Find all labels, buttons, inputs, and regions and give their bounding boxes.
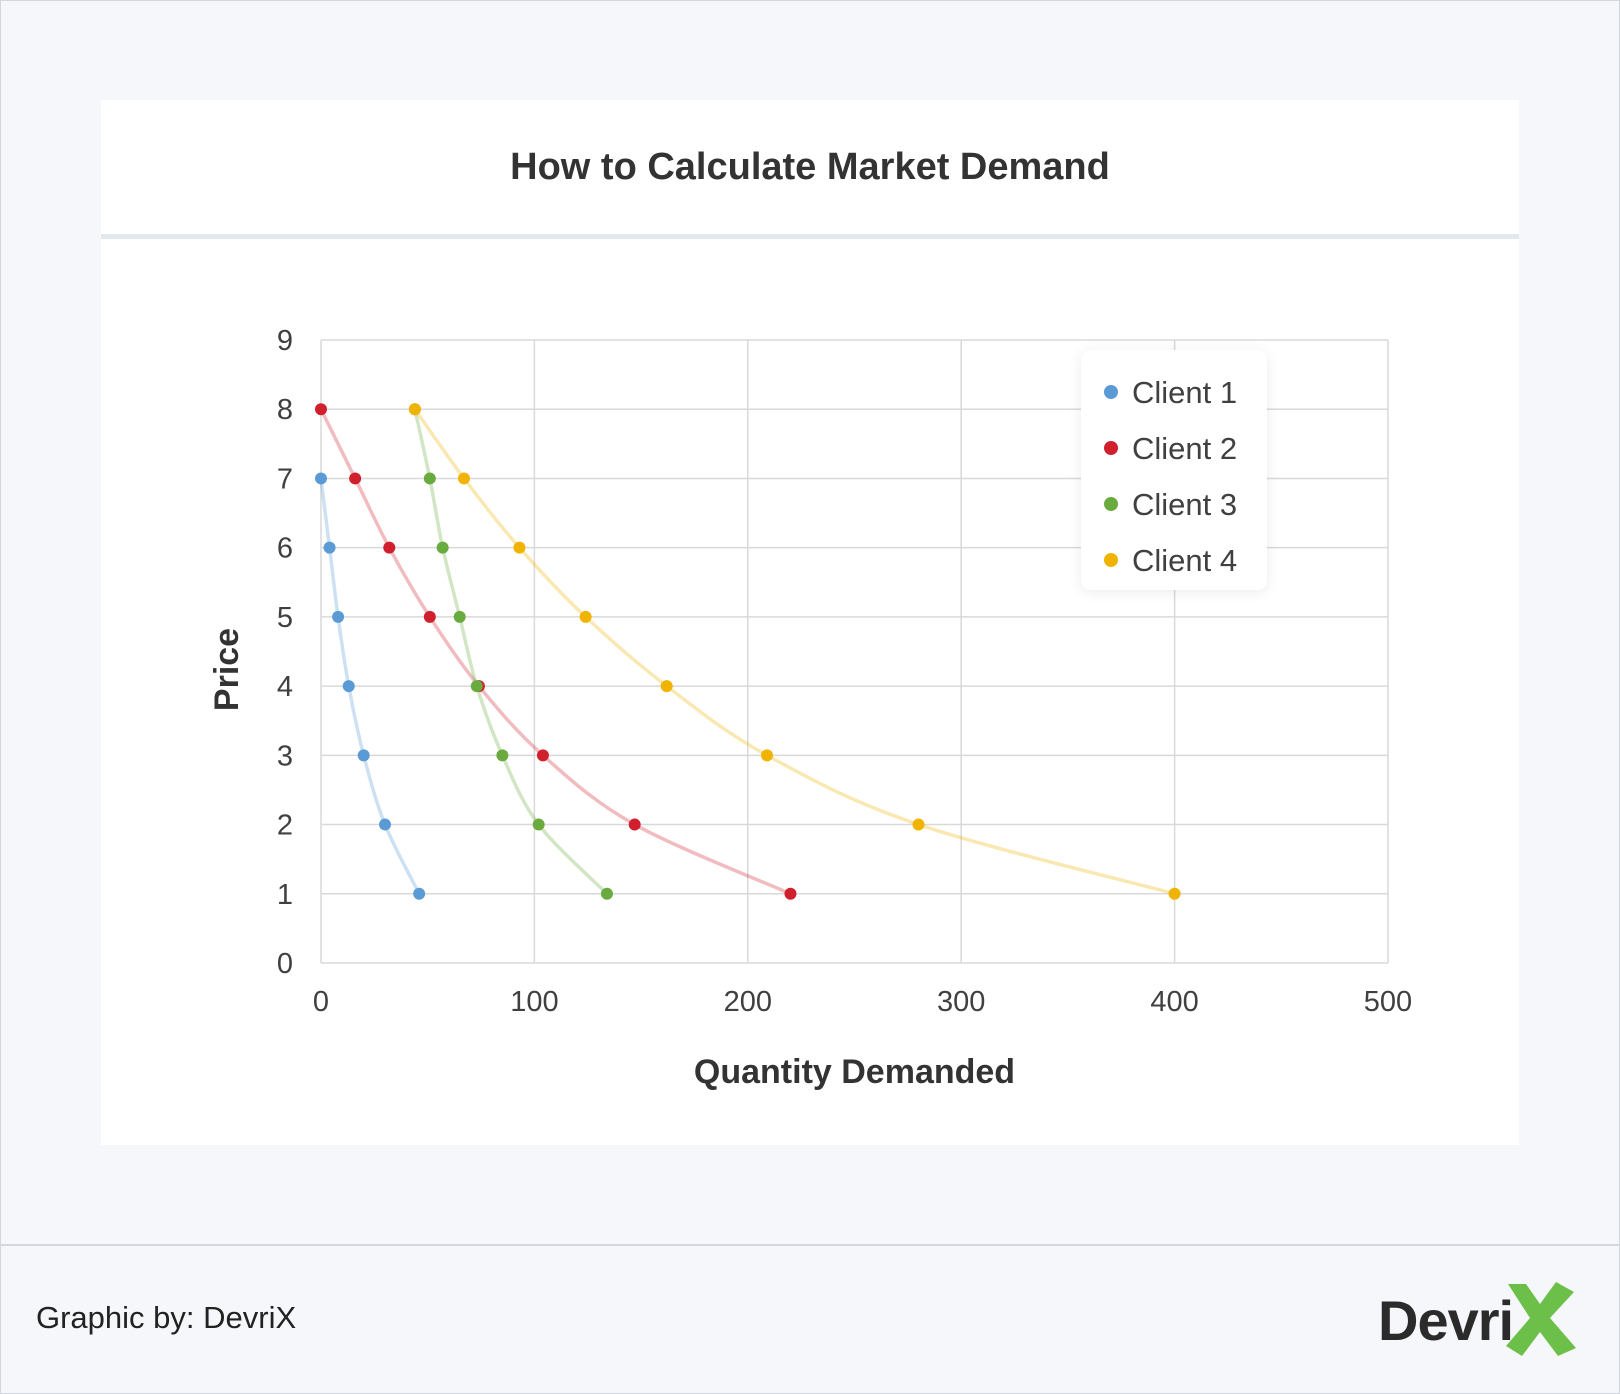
data-point-client-3 [600, 887, 613, 900]
series-line-client-4 [413, 408, 1176, 896]
legend-marker-client-1 [1104, 385, 1118, 399]
series-line-client-3 [413, 408, 609, 896]
logo-text: Devri [1378, 1289, 1514, 1352]
data-point-client-1 [357, 749, 370, 762]
y-axis-title: Price [208, 628, 246, 711]
y-tick-label: 6 [277, 533, 293, 565]
chart-plot: 0 1 2 3 4 5 6 7 8 9 0 100 200 300 400 500 Quantity Deman… [208, 325, 1412, 1091]
chart-header: How to Calculate Market Demand [101, 100, 1519, 239]
series-line-client-2 [319, 408, 792, 896]
data-point-client-4 [457, 472, 470, 485]
data-point-client-2 [628, 818, 641, 831]
y-tick-label: 8 [277, 394, 293, 426]
data-point-client-3 [453, 610, 466, 623]
data-point-client-4 [912, 818, 925, 831]
y-tick-label: 2 [277, 810, 293, 842]
x-tick-label: 0 [313, 986, 329, 1018]
data-point-client-3 [436, 541, 449, 554]
x-tick-label: 300 [937, 986, 985, 1018]
data-point-client-1 [323, 541, 336, 554]
y-tick-label: 5 [277, 602, 293, 634]
legend-label-client-4: Client 4 [1132, 543, 1237, 578]
logo-x-icon [1506, 1282, 1576, 1356]
data-point-client-4 [513, 541, 526, 554]
legend-marker-client-4 [1104, 553, 1118, 567]
chart-card: How to Calculate Market Demand 0 1 2 3 4 5 6 7 8… [101, 100, 1519, 1145]
data-point-client-4 [1168, 887, 1181, 900]
data-point-client-3 [470, 680, 483, 693]
legend-label-client-2: Client 2 [1132, 431, 1237, 466]
legend-label-client-3: Client 3 [1132, 487, 1237, 522]
data-point-client-4 [660, 680, 673, 693]
legend-marker-client-2 [1104, 441, 1118, 455]
data-point-client-2 [349, 472, 362, 485]
x-tick-label: 500 [1364, 986, 1412, 1018]
y-tick-label: 9 [277, 325, 293, 357]
y-tick-label: 1 [277, 879, 293, 911]
legend-marker-client-3 [1104, 497, 1118, 511]
graphic-credit: Graphic by: DevriX [36, 1300, 297, 1335]
data-point-client-1 [379, 818, 392, 831]
x-tick-label: 100 [510, 986, 558, 1018]
data-point-client-1 [413, 887, 426, 900]
data-point-client-2 [315, 403, 327, 416]
y-tick-label: 0 [277, 948, 293, 980]
y-tick-label: 4 [277, 671, 293, 703]
data-point-client-4 [579, 610, 592, 623]
x-axis-title: Quantity Demanded [694, 1053, 1015, 1091]
data-point-client-2 [784, 887, 797, 900]
data-point-client-4 [761, 749, 774, 762]
data-point-client-1 [342, 680, 355, 693]
data-point-client-1 [315, 472, 327, 485]
data-point-client-3 [532, 818, 545, 831]
chart-title: How to Calculate Market Demand [510, 145, 1110, 188]
data-point-client-3 [496, 749, 509, 762]
data-point-client-1 [332, 610, 345, 623]
footer-divider [0, 1244, 1620, 1246]
data-point-client-2 [423, 610, 436, 623]
x-tick-label: 200 [724, 986, 772, 1018]
data-point-client-2 [536, 749, 549, 762]
legend-box [1081, 350, 1267, 590]
data-point-client-3 [423, 472, 436, 485]
data-point-client-2 [383, 541, 396, 554]
data-point-client-4 [408, 403, 421, 416]
legend-label-client-1: Client 1 [1132, 375, 1237, 410]
y-tick-label: 7 [277, 463, 293, 495]
y-tick-label: 3 [277, 740, 293, 772]
x-tick-label: 400 [1150, 986, 1198, 1018]
devrix-logo: Devri [1372, 1270, 1582, 1360]
